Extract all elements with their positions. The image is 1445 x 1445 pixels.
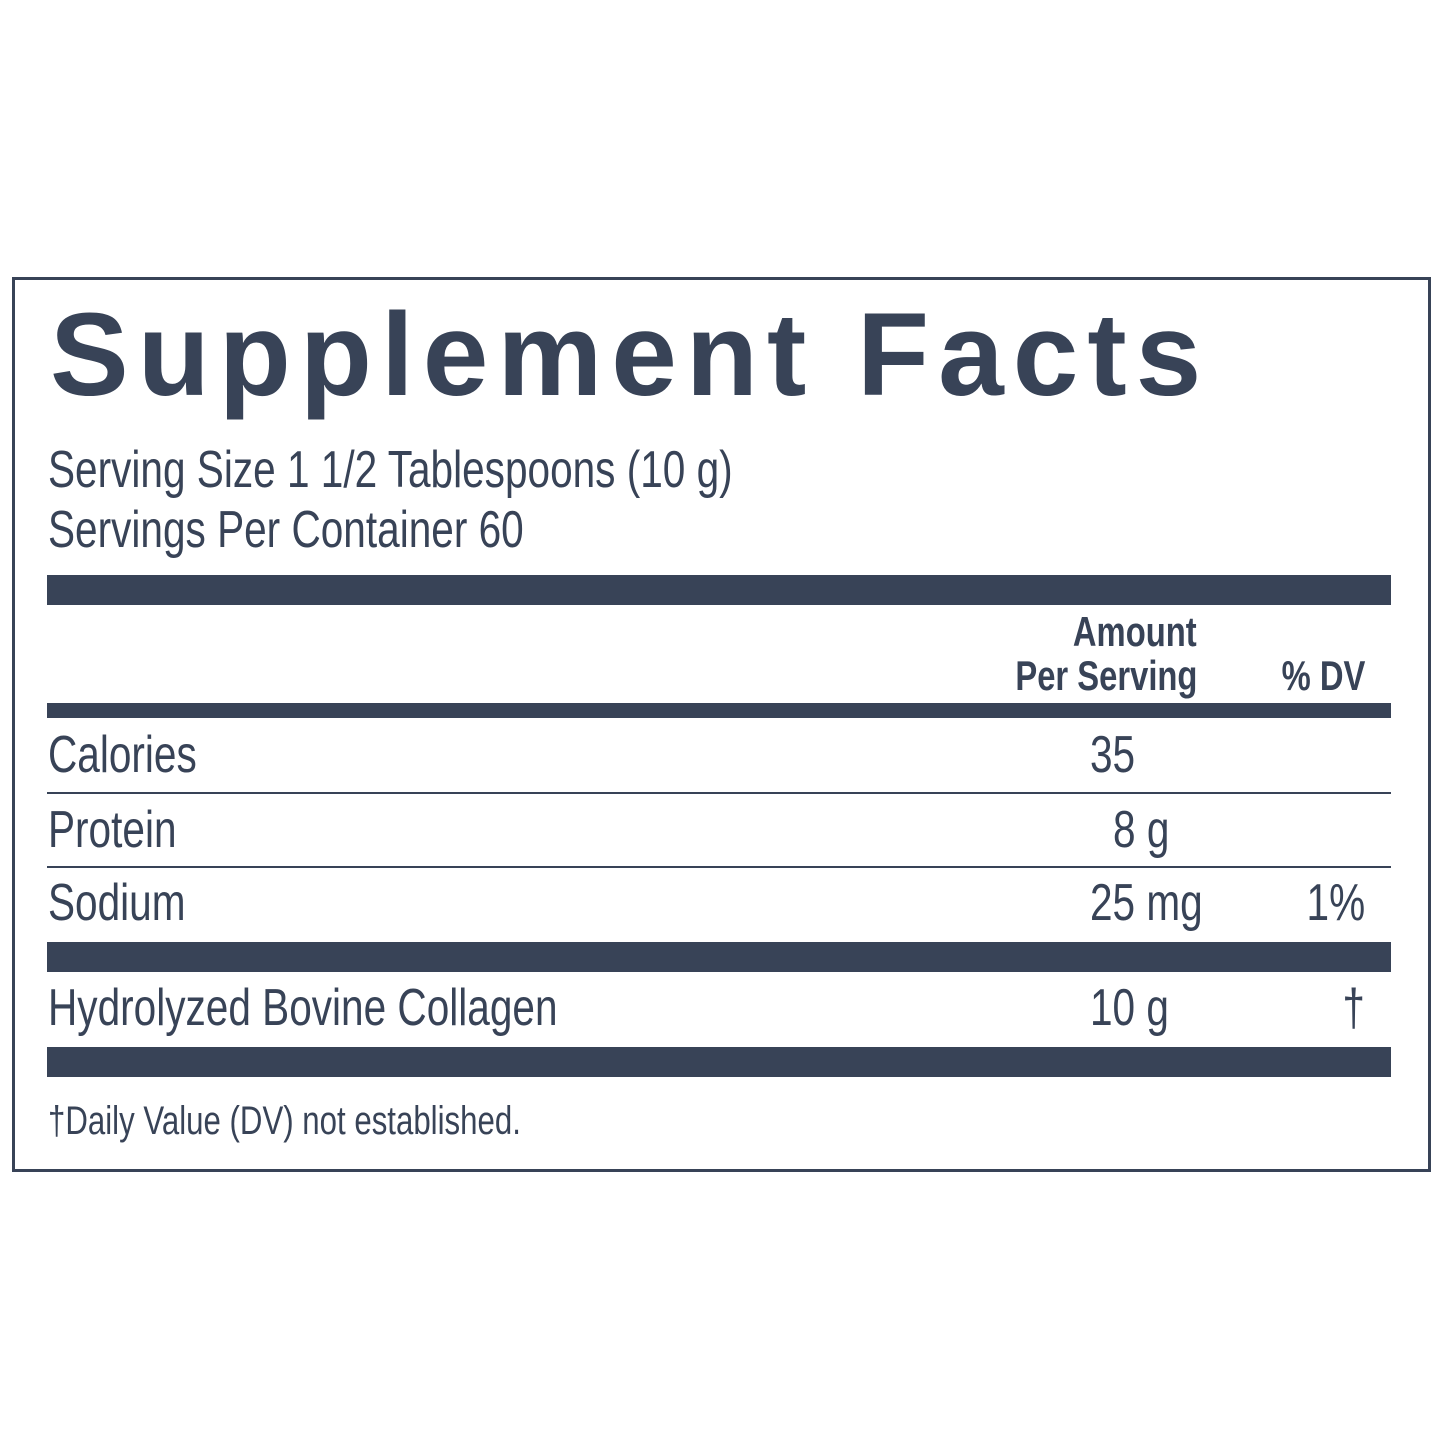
row-amount: 35 (1090, 726, 1136, 784)
row-divider (47, 866, 1391, 868)
row-dv: 1% (1306, 874, 1365, 932)
row-name: Protein (48, 801, 177, 859)
amount-header-line1: Amount (1073, 608, 1197, 655)
footnote: †Daily Value (DV) not established. (48, 1099, 521, 1143)
thick-divider (47, 942, 1391, 972)
thick-divider (47, 575, 1391, 605)
dv-header: % DV (1281, 652, 1365, 699)
row-amount: 8 g (1113, 801, 1170, 859)
supplement-facts-panel (12, 277, 1431, 1172)
row-divider (47, 792, 1391, 794)
thick-divider (47, 1047, 1391, 1077)
header-divider (47, 703, 1391, 718)
row-amount: 25 mg (1090, 874, 1203, 932)
amount-header-line2: Per Serving (1014, 652, 1197, 699)
row-name: Hydrolyzed Bovine Collagen (48, 979, 558, 1037)
row-name: Sodium (48, 874, 186, 932)
row-dv: † (1342, 979, 1365, 1037)
serving-size: Serving Size 1 1/2 Tablespoons (10 g) (48, 441, 733, 499)
row-amount: 10 g (1090, 979, 1169, 1037)
panel-title: Supplement Facts (50, 289, 1211, 421)
row-name: Calories (48, 726, 197, 784)
servings-per-container: Servings Per Container 60 (48, 501, 524, 559)
